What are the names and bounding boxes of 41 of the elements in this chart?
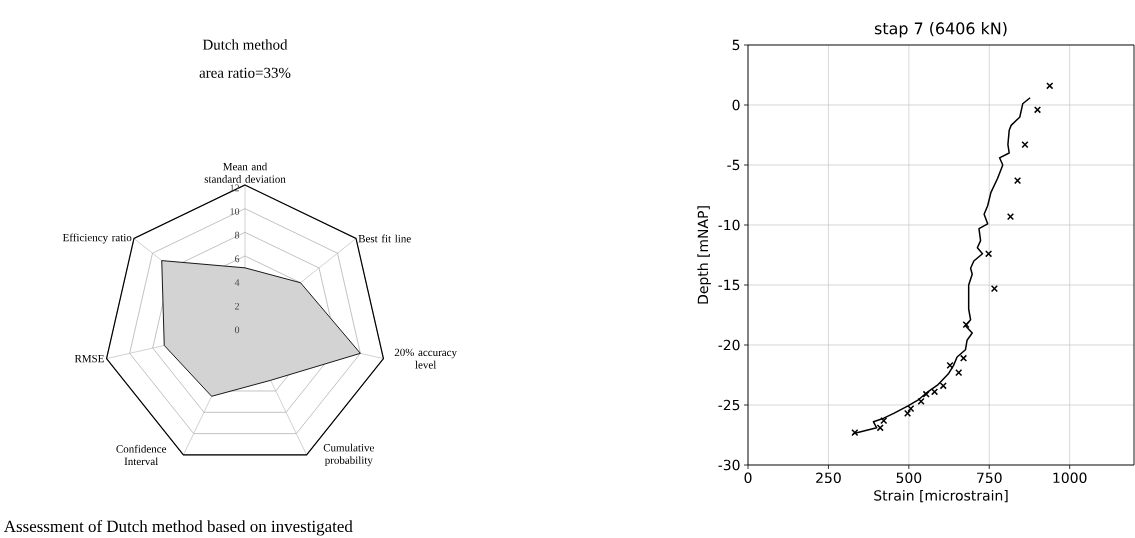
x-tick-label: 500 xyxy=(896,472,922,484)
y-tick-label: 10 xyxy=(230,208,240,215)
point xyxy=(946,361,954,369)
y-tick-label: -30 xyxy=(718,459,740,471)
spoke-label: Best fit line xyxy=(358,234,411,243)
spoke-label: 20% accuracy level xyxy=(394,348,457,369)
y-tick-label: 2 xyxy=(235,302,239,310)
y-tick-label: 8 xyxy=(234,231,240,239)
y-tick-label: 4 xyxy=(234,279,240,286)
point xyxy=(1013,177,1022,185)
chart-title: Dutch method xyxy=(202,39,288,50)
spoke-label: Mean and standard deviation xyxy=(204,162,286,183)
y-axis-title: Depth [mNAP] xyxy=(697,206,711,304)
spoke-label: Confidence Interval xyxy=(116,444,167,466)
chart-title: stap 7 (6406 kN) xyxy=(874,22,1007,38)
spoke-label: Cumulative probability xyxy=(323,443,374,467)
point xyxy=(1021,141,1029,149)
y-tick-label: 6 xyxy=(234,255,240,263)
x-tick-label: 750 xyxy=(977,472,1002,484)
x-tick-label: 0 xyxy=(744,472,752,484)
x-tick-label: 1000 xyxy=(1053,472,1087,484)
point xyxy=(939,382,947,390)
y-tick-label: -10 xyxy=(718,219,740,231)
point xyxy=(1046,82,1054,90)
y-tick-label: -5 xyxy=(727,159,740,171)
spoke-label: RMSE xyxy=(74,354,104,363)
x-axis-title: Strain [microstrain] xyxy=(874,489,1008,503)
text: Assessment of Dutch method based on investigated xyxy=(3,519,353,536)
y-tick-label: -20 xyxy=(718,339,740,351)
y-tick-label: 5 xyxy=(732,39,740,51)
point xyxy=(903,409,912,417)
y-tick-label: 0 xyxy=(732,99,740,111)
y-tick-label: -25 xyxy=(718,399,740,411)
point xyxy=(922,390,930,398)
point xyxy=(876,424,884,432)
chart-subtitle: area ratio=33% xyxy=(199,67,291,78)
y-tick-label: 0 xyxy=(234,326,240,334)
y-tick-label: -15 xyxy=(718,279,740,291)
x-tick-label: 250 xyxy=(816,472,841,484)
spoke-label: Efficiency ratio xyxy=(62,233,132,244)
point xyxy=(990,285,998,293)
